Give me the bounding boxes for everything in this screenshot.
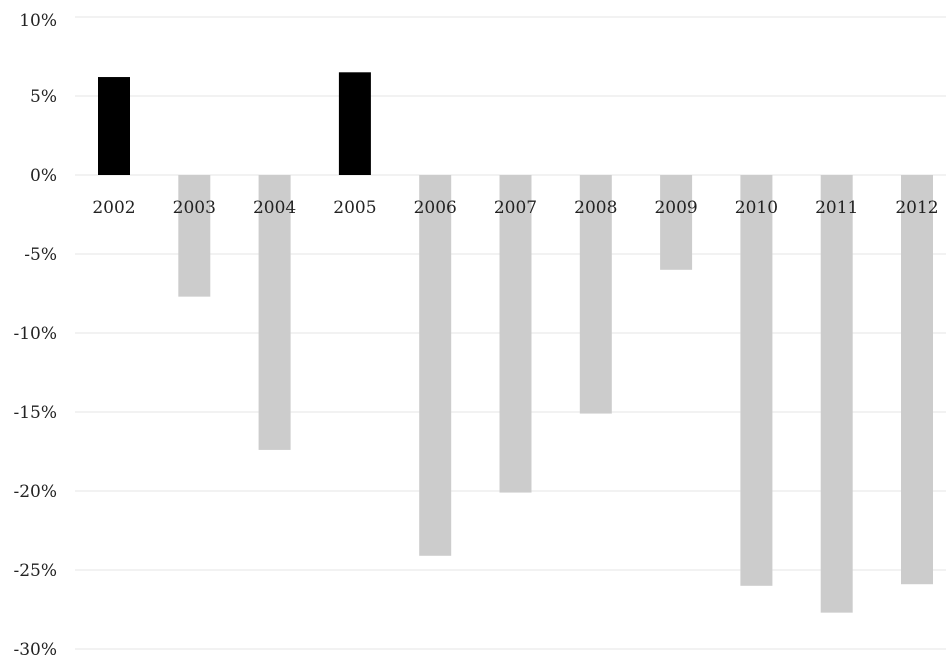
- x-category-label: 2002: [92, 198, 135, 218]
- y-tick-label: 5%: [30, 87, 57, 107]
- y-tick-label: -5%: [24, 245, 57, 265]
- x-category-label: 2005: [333, 198, 376, 218]
- y-tick-label: -30%: [13, 640, 57, 660]
- bars: [98, 72, 933, 613]
- bar-2012: [901, 175, 933, 585]
- x-category-label: 2008: [574, 198, 617, 218]
- y-tick-label: 10%: [19, 11, 57, 31]
- y-tick-label: -25%: [13, 561, 57, 581]
- x-category-label: 2012: [895, 198, 938, 218]
- x-category-label: 2007: [494, 198, 537, 218]
- x-category-label: 2006: [414, 198, 457, 218]
- y-axis-tick-labels: 10% 5% 0% -5% -10% -15% -20% -25% -30%: [13, 11, 57, 660]
- x-category-label: 2009: [654, 198, 697, 218]
- bar-2007: [499, 175, 532, 493]
- y-tick-label: 0%: [30, 166, 57, 186]
- bar-2010: [740, 175, 773, 586]
- x-category-label: 2004: [253, 198, 296, 218]
- y-tick-label: -15%: [13, 403, 57, 423]
- x-category-label: 2003: [173, 198, 216, 218]
- bar-2009: [660, 175, 693, 270]
- bar-2003: [178, 175, 211, 297]
- bar-2011: [820, 175, 853, 613]
- x-category-label: 2011: [815, 198, 858, 218]
- bar-2005: [338, 72, 371, 175]
- bar-2004: [258, 175, 291, 450]
- bar-2008: [579, 175, 612, 414]
- x-category-label: 2010: [735, 198, 778, 218]
- y-tick-label: -10%: [13, 324, 57, 344]
- bar-2002: [98, 77, 130, 175]
- bar-2006: [419, 175, 452, 556]
- x-axis-category-labels: 2002 2003 2004 2005 2006 2007 2008 2009 2010 2011…: [92, 198, 938, 218]
- y-tick-label: -20%: [13, 482, 57, 502]
